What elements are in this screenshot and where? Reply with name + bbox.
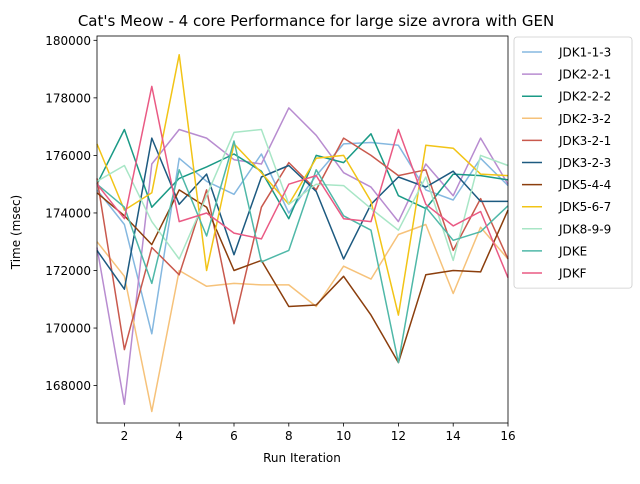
series-line-jdk3-2-1	[96, 137, 509, 351]
series-line-jdkf	[96, 85, 509, 278]
series-line-jdk5-4-4	[96, 189, 509, 364]
x-tick-label: 2	[121, 429, 129, 443]
x-tick-label: 6	[230, 429, 238, 443]
x-axis-label: Run Iteration	[263, 451, 341, 465]
x-tick-label: 12	[391, 429, 406, 443]
legend-label-jdk5-6-7: JDK5-6-7	[558, 200, 611, 214]
x-tick-label: 4	[175, 429, 183, 443]
legend-label-jdk5-4-4: JDK5-4-4	[558, 178, 611, 192]
legend-box	[513, 36, 633, 289]
axes-frame	[96, 35, 509, 424]
series-line-jdk2-3-2	[96, 223, 509, 413]
y-tick-label: 170000	[45, 322, 91, 336]
chart-title: Cat's Meow - 4 core Performance for larg…	[78, 12, 554, 30]
plot-area: 2 4 6 8 10 12 14 16 168000 170000 172000 174000 1760…	[45, 34, 515, 443]
y-tick-label: 174000	[45, 206, 91, 220]
series-line-jdk5-6-7	[96, 53, 509, 316]
legend-label-jdk3-2-1: JDK3-2-1	[558, 134, 611, 148]
y-tick-label: 180000	[45, 34, 91, 48]
series-line-jdk3-2-3	[96, 137, 508, 290]
series-line-jdke	[96, 140, 509, 364]
x-tick-label: 14	[446, 429, 461, 443]
y-tick-label: 172000	[45, 264, 91, 278]
y-tick-label: 176000	[45, 149, 91, 163]
legend: JDK1-1-3 JDK2-2-1 JDK2-2-2 JDK2-3-2 JDK3-2-1…	[513, 36, 633, 289]
legend-label-jdk2-3-2: JDK2-3-2	[558, 112, 611, 126]
legend-label-jdkf: JDKF	[558, 267, 587, 281]
y-axis-label: Time (msec)	[9, 195, 23, 270]
x-tick-label: 8	[285, 429, 293, 443]
y-tick-label: 168000	[45, 379, 91, 393]
legend-label-jdk3-2-3: JDK3-2-3	[558, 156, 611, 170]
x-tick-label: 10	[336, 429, 351, 443]
legend-label-jdk2-2-1: JDK2-2-1	[558, 68, 611, 82]
series-line-jdk2-2-2	[96, 128, 509, 220]
x-tick-label: 16	[500, 429, 515, 443]
legend-label-jdke: JDKE	[558, 244, 587, 258]
y-tick-label: 178000	[45, 91, 91, 105]
series-line-jdk8-9-9	[96, 128, 509, 262]
legend-label-jdk1-1-3: JDK1-1-3	[558, 46, 611, 60]
legend-label-jdk2-2-2: JDK2-2-2	[558, 90, 611, 104]
legend-label-jdk8-9-9: JDK8-9-9	[558, 222, 611, 236]
